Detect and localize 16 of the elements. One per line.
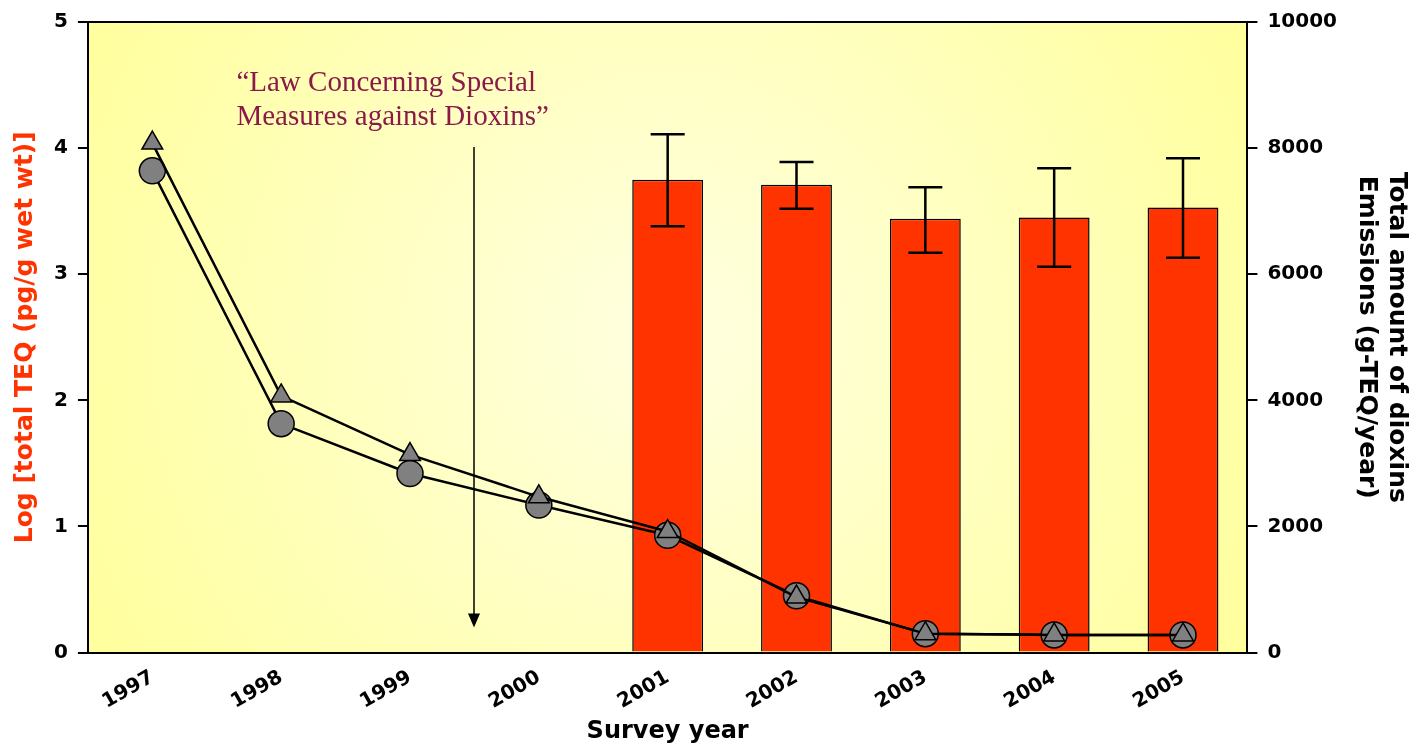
y-tick-label: 3 — [53, 260, 68, 285]
annotation: “Law Concerning Special Measures against Dioxins” — [236, 64, 549, 132]
y-tick-label: 5 — [53, 8, 68, 33]
y2-tick-label: 4000 — [1267, 386, 1324, 411]
y-tick-label: 1 — [53, 512, 68, 537]
y-axis-title: Log [total TEQ (pg/g wet wt)] — [8, 131, 38, 544]
y2-tick-label: 6000 — [1267, 260, 1324, 285]
y2-tick-label: 0 — [1267, 638, 1282, 663]
y2-tick-label: 10000 — [1267, 8, 1338, 33]
y2-tick-label: 2000 — [1267, 512, 1324, 537]
y-tick-label: 2 — [53, 386, 68, 411]
x-axis-title: Survey year — [586, 715, 749, 744]
y-tick-label: 4 — [53, 134, 68, 159]
y2-tick-label: 8000 — [1267, 134, 1324, 159]
y-tick-label: 0 — [53, 638, 68, 663]
y2-axis-title: Total amount of dioxins Emissions (g-TEQ/year) — [1353, 171, 1413, 503]
